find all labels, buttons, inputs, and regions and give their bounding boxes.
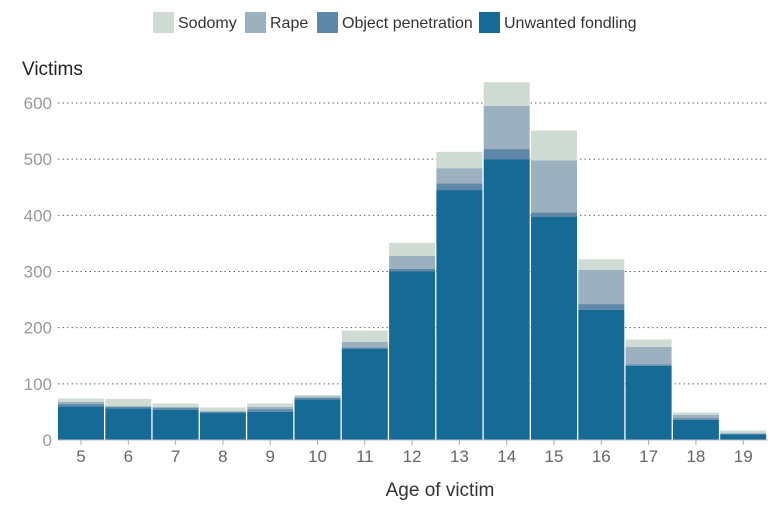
- bar-segment-rape-age-8: [199, 410, 246, 412]
- bar-segment-object-penetration-age-9: [247, 409, 294, 412]
- x-tick-label: 15: [545, 447, 564, 466]
- gridlines: [58, 102, 768, 385]
- x-tick-label: 8: [218, 447, 227, 466]
- x-tick-label: 16: [592, 447, 611, 466]
- legend-label-sodomy: Sodomy: [178, 15, 237, 32]
- x-tick-label: 12: [403, 447, 422, 466]
- y-tick-label: 300: [24, 263, 52, 282]
- bar-segment-object-penetration-age-10: [294, 397, 341, 400]
- y-tick-label: 0: [43, 431, 52, 450]
- x-tick-label: 7: [171, 447, 180, 466]
- bar-segment-object-penetration-age-16: [578, 304, 625, 310]
- bar-segment-unwanted-fondling-age-14: [483, 159, 530, 440]
- y-tick-label: 600: [24, 94, 52, 113]
- bar-segment-rape-age-10: [294, 396, 341, 398]
- bar-segment-rape-age-6: [105, 405, 152, 407]
- bar-segment-rape-age-9: [247, 406, 294, 410]
- bar-segment-sodomy-age-19: [720, 430, 767, 433]
- x-tick-label: 19: [734, 447, 753, 466]
- bar-segment-sodomy-age-10: [294, 395, 341, 397]
- bar-segment-unwanted-fondling-age-15: [531, 217, 577, 440]
- bars: [58, 82, 768, 441]
- x-tick-label: 18: [686, 447, 705, 466]
- x-tick-label: 5: [76, 447, 85, 466]
- bar-segment-unwanted-fondling-age-8: [199, 413, 246, 440]
- bar-segment-sodomy-age-18: [672, 412, 719, 415]
- bar-segment-sodomy-age-12: [389, 242, 436, 256]
- bar-segment-unwanted-fondling-age-11: [341, 349, 388, 440]
- legend-swatch-rape: [245, 12, 266, 33]
- bar-segment-sodomy-age-7: [152, 403, 199, 407]
- bar-segment-unwanted-fondling-age-10: [294, 399, 341, 440]
- bar-segment-unwanted-fondling-age-19: [720, 434, 767, 440]
- bar-segment-unwanted-fondling-age-9: [247, 411, 294, 440]
- bar-segment-rape-age-19: [720, 432, 767, 434]
- bar-segment-sodomy-age-11: [341, 330, 388, 342]
- x-tick-label: 13: [450, 447, 469, 466]
- bar-segment-rape-age-17: [625, 346, 672, 365]
- x-axis-title: Age of victim: [386, 480, 495, 501]
- legend-label-unwanted-fondling: Unwanted fondling: [504, 15, 637, 32]
- bar-segment-object-penetration-age-5: [58, 404, 104, 407]
- bar-segment-sodomy-age-14: [483, 82, 530, 106]
- legend-swatch-unwanted-fondling: [479, 12, 500, 33]
- y-axis-title: Victims: [22, 59, 83, 80]
- bar-segment-sodomy-age-13: [436, 151, 483, 169]
- bar-segment-object-penetration-age-8: [199, 411, 246, 414]
- x-tick-label: 11: [356, 447, 374, 466]
- bar-segment-unwanted-fondling-age-5: [58, 406, 104, 440]
- bar-segment-sodomy-age-15: [531, 130, 577, 161]
- bar-segment-object-penetration-age-7: [152, 407, 199, 410]
- bar-segment-rape-age-14: [483, 105, 530, 150]
- bar-segment-object-penetration-age-14: [483, 149, 530, 160]
- legend-label-object-penetration: Object penetration: [342, 15, 473, 32]
- bar-segment-object-penetration-age-15: [531, 212, 577, 218]
- x-tick-label: 14: [497, 447, 516, 466]
- bar-segment-rape-age-18: [672, 414, 719, 419]
- y-tick-label: 100: [24, 375, 52, 394]
- bar-segment-unwanted-fondling-age-7: [152, 409, 199, 440]
- bar-segment-sodomy-age-9: [247, 403, 294, 407]
- bar-segment-unwanted-fondling-age-13: [436, 190, 483, 440]
- x-tick-label: 10: [308, 447, 327, 466]
- bar-segment-sodomy-age-5: [58, 398, 104, 402]
- y-tick-labels: 0 100 200 300 400 500 600: [24, 94, 52, 450]
- x-tick-labels: 5 6 7 8 9 10 11 12 13 14 15 16 17 18 19: [76, 440, 753, 466]
- bar-segment-sodomy-age-17: [625, 339, 672, 347]
- bar-segment-unwanted-fondling-age-16: [578, 309, 625, 440]
- bar-segment-object-penetration-age-19: [720, 433, 767, 435]
- bar-segment-object-penetration-age-11: [341, 347, 388, 350]
- x-tick-label: 9: [265, 447, 274, 466]
- x-tick-label: 17: [639, 447, 658, 466]
- legend: Sodomy Rape Object penetration Unwanted fon…: [153, 12, 637, 33]
- legend-swatch-object-penetration: [317, 12, 338, 33]
- bar-segment-unwanted-fondling-age-18: [672, 419, 719, 440]
- y-tick-label: 400: [24, 206, 52, 225]
- bar-segment-rape-age-15: [531, 160, 577, 213]
- bar-segment-sodomy-age-8: [199, 407, 246, 411]
- bar-segment-sodomy-age-16: [578, 259, 625, 270]
- x-tick-label: 6: [124, 447, 133, 466]
- bar-segment-sodomy-age-6: [105, 398, 152, 406]
- bar-segment-rape-age-7: [152, 406, 199, 408]
- bar-segment-object-penetration-age-12: [389, 268, 436, 272]
- bar-segment-rape-age-13: [436, 168, 483, 184]
- bar-segment-rape-age-5: [58, 401, 104, 405]
- bar-segment-rape-age-11: [341, 341, 388, 348]
- bar-segment-object-penetration-age-17: [625, 364, 672, 366]
- legend-swatch-sodomy: [153, 12, 174, 33]
- bar-segment-object-penetration-age-18: [672, 418, 719, 420]
- bar-segment-rape-age-16: [578, 269, 625, 305]
- bar-segment-unwanted-fondling-age-12: [389, 271, 436, 440]
- y-tick-label: 200: [24, 319, 52, 338]
- y-tick-label: 500: [24, 150, 52, 169]
- bar-segment-object-penetration-age-6: [105, 406, 152, 409]
- legend-label-rape: Rape: [270, 15, 308, 32]
- bar-segment-object-penetration-age-13: [436, 183, 483, 191]
- bar-segment-rape-age-12: [389, 255, 436, 269]
- bar-segment-unwanted-fondling-age-6: [105, 408, 152, 440]
- bar-segment-unwanted-fondling-age-17: [625, 365, 672, 440]
